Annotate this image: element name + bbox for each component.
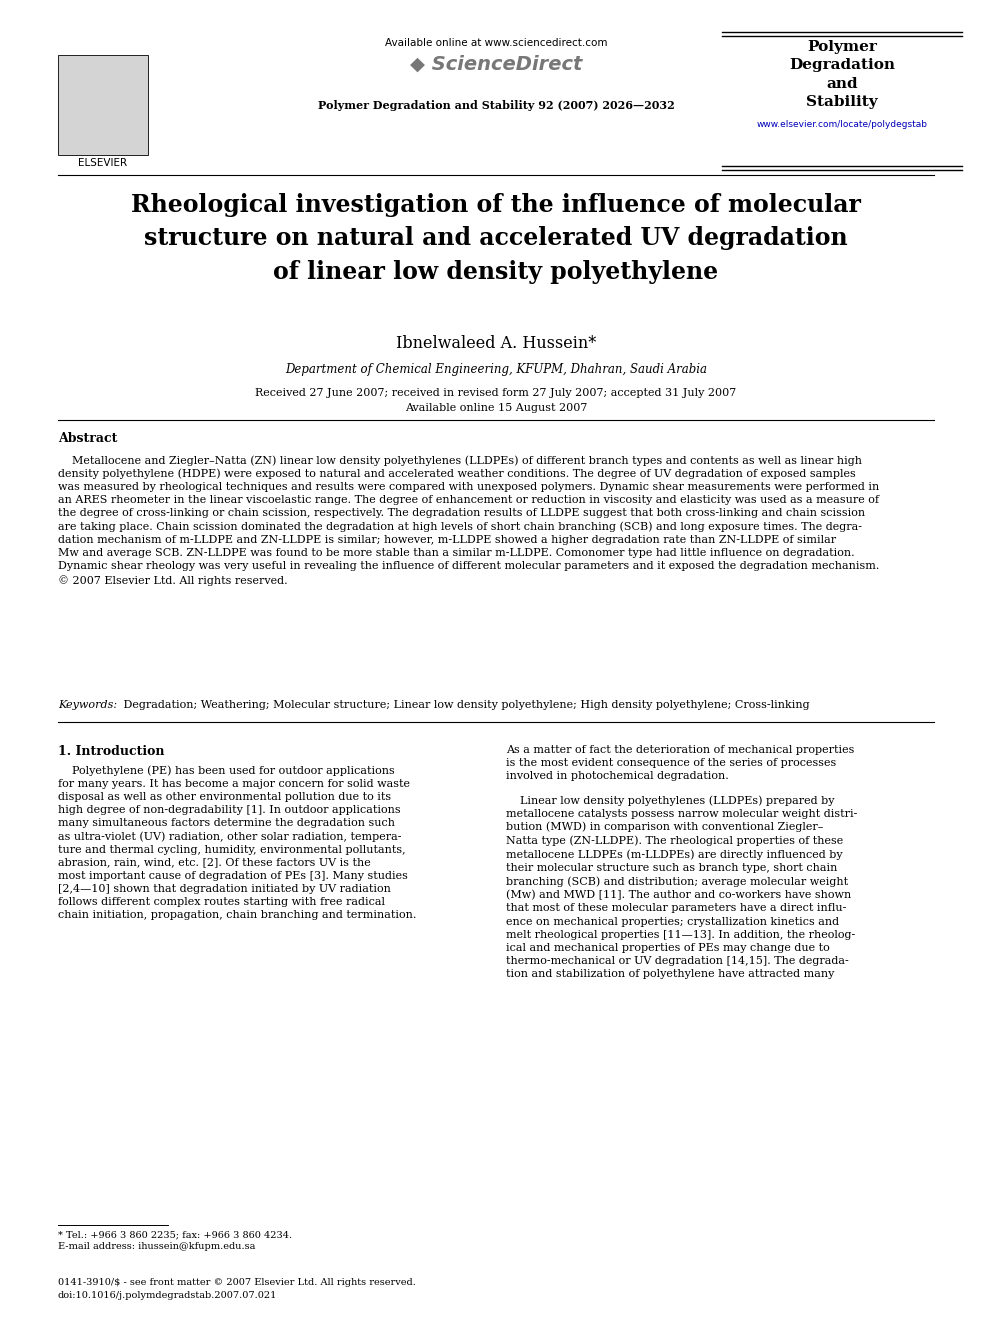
Text: Department of Chemical Engineering, KFUPM, Dhahran, Saudi Arabia: Department of Chemical Engineering, KFUP… [285,363,707,376]
Text: ◆ ScienceDirect: ◆ ScienceDirect [410,56,582,74]
Text: Polymer: Polymer [807,40,877,54]
Text: Degradation: Degradation [789,58,895,71]
Text: Available online 15 August 2007: Available online 15 August 2007 [405,404,587,413]
Text: E-mail address: ihussein@kfupm.edu.sa: E-mail address: ihussein@kfupm.edu.sa [58,1242,255,1252]
FancyBboxPatch shape [58,56,148,155]
Text: 1. Introduction: 1. Introduction [58,745,165,758]
Text: www.elsevier.com/locate/polydegstab: www.elsevier.com/locate/polydegstab [757,120,928,130]
Text: 0141-3910/$ - see front matter © 2007 Elsevier Ltd. All rights reserved.: 0141-3910/$ - see front matter © 2007 El… [58,1278,416,1287]
Text: Stability: Stability [806,95,878,108]
Text: Received 27 June 2007; received in revised form 27 July 2007; accepted 31 July 2: Received 27 June 2007; received in revis… [255,388,737,398]
Text: and: and [826,77,858,91]
Text: Linear low density polyethylenes (LLDPEs) prepared by
metallocene catalysts poss: Linear low density polyethylenes (LLDPEs… [506,795,857,979]
Text: As a matter of fact the deterioration of mechanical properties
is the most evide: As a matter of fact the deterioration of… [506,745,854,781]
Text: Metallocene and Ziegler–Natta (ZN) linear low density polyethylenes (LLDPEs) of : Metallocene and Ziegler–Natta (ZN) linea… [58,455,879,586]
Text: ELSEVIER: ELSEVIER [78,157,128,168]
Text: Available online at www.sciencedirect.com: Available online at www.sciencedirect.co… [385,38,607,48]
Text: doi:10.1016/j.polymdegradstab.2007.07.021: doi:10.1016/j.polymdegradstab.2007.07.02… [58,1291,278,1301]
Text: Rheological investigation of the influence of molecular
structure on natural and: Rheological investigation of the influen… [131,193,861,284]
Text: Abstract: Abstract [58,433,117,445]
Text: Polymer Degradation and Stability 92 (2007) 2026—2032: Polymer Degradation and Stability 92 (20… [317,101,675,111]
Text: Degradation; Weathering; Molecular structure; Linear low density polyethylene; H: Degradation; Weathering; Molecular struc… [120,700,809,710]
Text: Keywords:: Keywords: [58,700,117,710]
Text: * Tel.: +966 3 860 2235; fax: +966 3 860 4234.: * Tel.: +966 3 860 2235; fax: +966 3 860… [58,1230,292,1240]
Text: Ibnelwaleed A. Hussein*: Ibnelwaleed A. Hussein* [396,335,596,352]
Text: Polyethylene (PE) has been used for outdoor applications
for many years. It has : Polyethylene (PE) has been used for outd… [58,765,417,919]
